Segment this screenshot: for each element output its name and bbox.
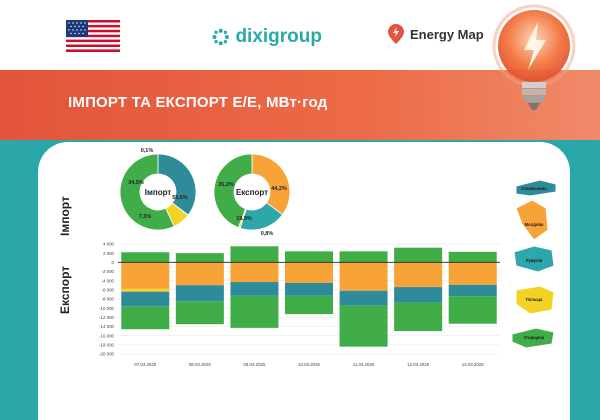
energy-map-label: Energy Map xyxy=(410,26,484,42)
energy-map-link[interactable]: Energy Map xyxy=(388,24,484,44)
lightbulb-icon xyxy=(492,4,576,110)
map-pin-icon xyxy=(388,24,404,44)
export-axis-label: Експорт xyxy=(58,265,72,314)
dixigroup-logo-icon xyxy=(212,28,229,46)
us-flag-icon xyxy=(66,20,120,52)
chart-panel xyxy=(38,142,570,420)
page-title: ІМПОРТ ТА ЕКСПОРТ Е/Е, МВт·год xyxy=(68,94,328,111)
title-banner: ІМПОРТ ТА ЕКСПОРТ Е/Е, МВт·год xyxy=(0,70,600,140)
brand-name: dixigroup xyxy=(235,26,322,47)
dixigroup-logo[interactable]: dixigroup xyxy=(212,22,322,52)
import-axis-label: Імпорт xyxy=(58,196,72,236)
